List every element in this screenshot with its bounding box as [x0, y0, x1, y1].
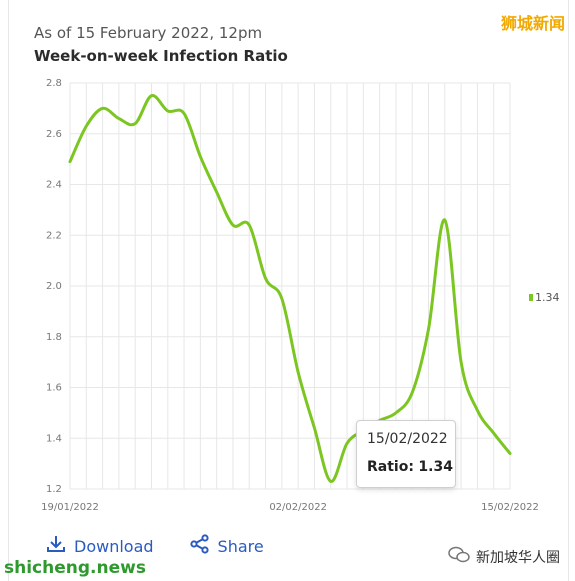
- wechat-icon: [448, 546, 470, 568]
- legend: 1.34: [529, 291, 560, 304]
- x-tick-label: 15/02/2022: [481, 502, 539, 513]
- share-icon: [189, 534, 210, 558]
- chart-card: [8, 0, 569, 581]
- y-tick-label: 1.6: [46, 383, 62, 394]
- y-tick-label: 2.6: [46, 129, 62, 140]
- watermark-top: 狮城新闻: [500, 14, 565, 33]
- y-tick-label: 1.2: [46, 484, 62, 495]
- chart-actions: Download Share: [46, 534, 264, 558]
- x-tick-label: 02/02/2022: [269, 502, 327, 513]
- legend-swatch: [529, 294, 533, 301]
- wechat-watermark: 新加坡华人圈: [448, 546, 560, 568]
- x-tick-label: 19/01/2022: [41, 502, 99, 513]
- chart-title: Week-on-week Infection Ratio: [34, 47, 288, 65]
- share-label: Share: [217, 536, 264, 556]
- y-tick-label: 1.8: [46, 332, 62, 343]
- download-button[interactable]: Download: [46, 534, 154, 558]
- tooltip-date: 15/02/2022: [367, 431, 448, 447]
- tooltip-ratio-label: Ratio:: [367, 459, 414, 475]
- wechat-name: 新加坡华人圈: [476, 550, 560, 566]
- watermark-bottom: shicheng.news: [4, 558, 146, 578]
- download-label: Download: [74, 536, 154, 556]
- tooltip: 15/02/2022 Ratio: 1.34: [356, 420, 456, 488]
- series-line: [68, 94, 512, 483]
- download-icon: [46, 535, 66, 557]
- tooltip-ratio-value: 1.34: [418, 459, 453, 475]
- tooltip-ratio: Ratio: 1.34: [367, 459, 453, 475]
- y-tick-label: 2.0: [46, 281, 62, 292]
- y-tick-label: 1.4: [46, 433, 62, 444]
- share-button[interactable]: Share: [189, 534, 264, 558]
- y-tick-label: 2.4: [46, 180, 62, 191]
- y-tick-label: 2.8: [46, 78, 62, 89]
- y-tick-label: 2.2: [46, 230, 62, 241]
- chart-subtitle: As of 15 February 2022, 12pm: [34, 24, 263, 42]
- legend-label: 1.34: [535, 291, 560, 304]
